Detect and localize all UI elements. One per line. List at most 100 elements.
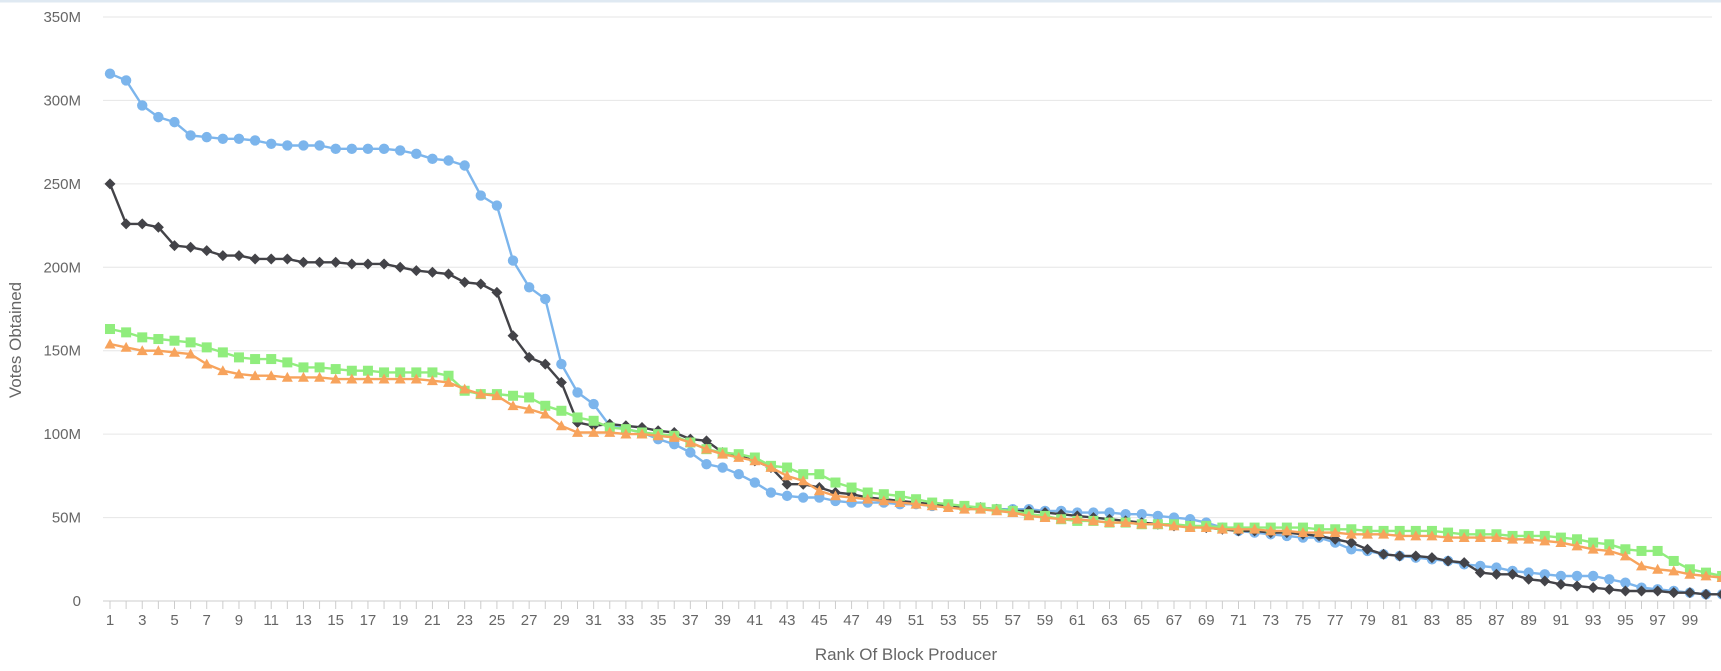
data-point[interactable] bbox=[169, 335, 180, 346]
data-point[interactable] bbox=[1442, 532, 1454, 542]
data-point[interactable] bbox=[717, 462, 728, 473]
data-point[interactable] bbox=[1587, 582, 1599, 594]
data-point[interactable] bbox=[282, 140, 293, 151]
data-point[interactable] bbox=[1168, 520, 1180, 531]
data-point[interactable] bbox=[588, 426, 600, 437]
data-point[interactable] bbox=[556, 405, 567, 416]
data-point[interactable] bbox=[1281, 525, 1293, 536]
data-point[interactable] bbox=[217, 347, 228, 358]
data-point[interactable] bbox=[249, 135, 261, 146]
data-point[interactable] bbox=[266, 354, 277, 365]
data-point[interactable] bbox=[652, 430, 664, 441]
data-point[interactable] bbox=[1039, 512, 1051, 522]
data-point[interactable] bbox=[555, 420, 567, 431]
data-point[interactable] bbox=[137, 100, 148, 111]
data-point[interactable] bbox=[975, 503, 987, 514]
data-point[interactable] bbox=[668, 431, 680, 442]
data-point[interactable] bbox=[281, 371, 293, 382]
data-point[interactable] bbox=[1684, 587, 1696, 599]
data-point[interactable] bbox=[362, 143, 374, 155]
data-point[interactable] bbox=[136, 345, 148, 356]
data-point[interactable] bbox=[572, 426, 584, 437]
data-point[interactable] bbox=[185, 337, 196, 348]
data-point[interactable] bbox=[298, 140, 309, 151]
data-point[interactable] bbox=[1490, 532, 1502, 542]
data-point[interactable] bbox=[1700, 588, 1712, 600]
data-point[interactable] bbox=[1571, 570, 1583, 582]
data-point[interactable] bbox=[217, 365, 229, 376]
data-point[interactable] bbox=[314, 140, 325, 151]
data-point[interactable] bbox=[1539, 575, 1551, 587]
data-point[interactable] bbox=[894, 490, 905, 501]
data-point[interactable] bbox=[136, 218, 148, 230]
data-point[interactable] bbox=[1587, 543, 1599, 554]
data-point[interactable] bbox=[782, 462, 793, 473]
data-point[interactable] bbox=[1716, 572, 1721, 583]
data-point[interactable] bbox=[1329, 527, 1341, 537]
data-point[interactable] bbox=[201, 342, 212, 353]
data-point[interactable] bbox=[1668, 587, 1680, 599]
data-point[interactable] bbox=[942, 502, 954, 512]
data-point[interactable] bbox=[1087, 515, 1099, 526]
data-point[interactable] bbox=[168, 346, 180, 357]
data-point[interactable] bbox=[346, 365, 357, 376]
data-point[interactable] bbox=[508, 390, 519, 401]
data-point[interactable] bbox=[636, 428, 648, 439]
data-point[interactable] bbox=[314, 256, 326, 268]
data-point[interactable] bbox=[1071, 513, 1083, 524]
data-point[interactable] bbox=[443, 155, 454, 166]
data-point[interactable] bbox=[523, 403, 535, 414]
data-point[interactable] bbox=[491, 286, 503, 298]
data-point[interactable] bbox=[185, 241, 197, 253]
data-point[interactable] bbox=[1474, 532, 1486, 542]
data-point[interactable] bbox=[523, 351, 535, 363]
data-point[interactable] bbox=[168, 240, 180, 252]
data-point[interactable] bbox=[394, 261, 406, 273]
data-point[interactable] bbox=[717, 448, 729, 459]
data-point[interactable] bbox=[1152, 518, 1164, 529]
data-point[interactable] bbox=[846, 482, 857, 493]
data-point[interactable] bbox=[104, 68, 116, 79]
data-point[interactable] bbox=[427, 153, 438, 165]
data-point[interactable] bbox=[153, 111, 164, 123]
data-point[interactable] bbox=[1572, 534, 1583, 545]
data-point[interactable] bbox=[121, 327, 132, 338]
data-point[interactable] bbox=[282, 357, 293, 368]
data-point[interactable] bbox=[1361, 528, 1373, 539]
data-point[interactable] bbox=[443, 376, 455, 387]
data-point[interactable] bbox=[1604, 539, 1615, 550]
data-point[interactable] bbox=[1249, 523, 1261, 534]
data-point[interactable] bbox=[153, 334, 164, 345]
data-point[interactable] bbox=[249, 370, 261, 381]
data-point[interactable] bbox=[1588, 537, 1599, 548]
data-point[interactable] bbox=[1265, 525, 1277, 536]
data-point[interactable] bbox=[475, 190, 486, 201]
data-point[interactable] bbox=[1668, 555, 1679, 566]
data-point[interactable] bbox=[185, 130, 196, 141]
data-point[interactable] bbox=[814, 469, 825, 480]
data-point[interactable] bbox=[395, 367, 406, 378]
data-point[interactable] bbox=[1620, 544, 1631, 555]
data-point[interactable] bbox=[1378, 528, 1390, 539]
data-point[interactable] bbox=[410, 265, 422, 277]
data-point[interactable] bbox=[491, 200, 503, 211]
data-point[interactable] bbox=[1184, 522, 1196, 532]
data-point[interactable] bbox=[137, 332, 148, 343]
data-point[interactable] bbox=[1361, 543, 1373, 555]
data-point[interactable] bbox=[249, 253, 261, 265]
data-point[interactable] bbox=[1717, 570, 1721, 581]
data-point[interactable] bbox=[1604, 574, 1615, 585]
data-point[interactable] bbox=[410, 373, 422, 384]
data-point[interactable] bbox=[540, 400, 551, 411]
data-point[interactable] bbox=[749, 455, 761, 466]
data-point[interactable] bbox=[297, 256, 309, 268]
data-point[interactable] bbox=[1410, 530, 1422, 541]
data-point[interactable] bbox=[700, 435, 712, 447]
data-point[interactable] bbox=[1458, 557, 1470, 569]
data-point[interactable] bbox=[1394, 550, 1406, 562]
data-point[interactable] bbox=[1523, 567, 1534, 578]
data-point[interactable] bbox=[1555, 570, 1567, 582]
data-point[interactable] bbox=[1668, 565, 1680, 576]
data-point[interactable] bbox=[104, 178, 116, 190]
data-point[interactable] bbox=[120, 341, 132, 352]
